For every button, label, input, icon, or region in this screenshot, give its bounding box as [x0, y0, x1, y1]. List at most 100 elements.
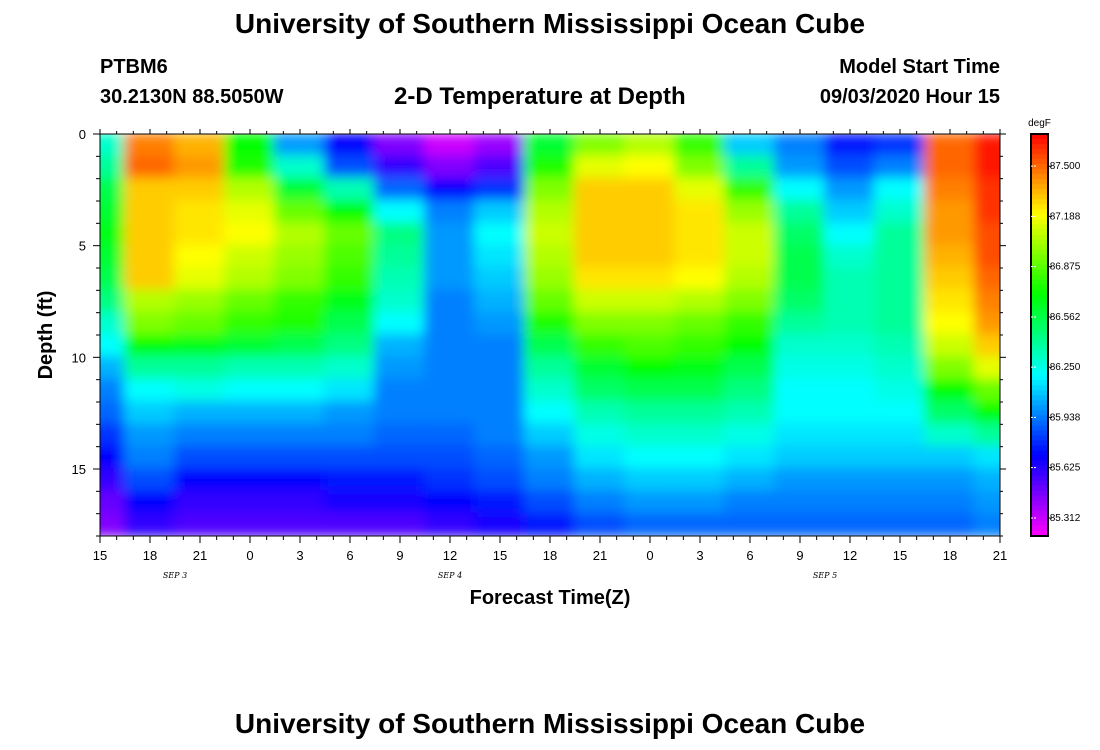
heatmap-cell — [474, 490, 526, 515]
colorbar-label: 86.562 — [1050, 312, 1081, 323]
station-id: PTBM6 — [100, 56, 168, 78]
colorbar-swatch — [1031, 515, 1048, 522]
model-start-label: Model Start Time — [839, 56, 1000, 78]
heatmap-cell — [674, 244, 726, 269]
colorbar-swatch — [1031, 350, 1048, 356]
heatmap-cell — [774, 468, 826, 493]
heatmap-cell — [524, 423, 576, 448]
colorbar-swatch — [1031, 139, 1048, 145]
heatmap-cell — [124, 200, 176, 225]
x-tick-label: 3 — [296, 548, 303, 563]
colorbar-swatch — [1031, 279, 1048, 286]
heatmap-cell — [524, 200, 576, 225]
colorbar-swatch — [1031, 319, 1048, 326]
heatmap-cell — [474, 423, 526, 448]
heatmap-cell — [374, 512, 426, 536]
colorbar-label: 86.250 — [1050, 362, 1081, 373]
colorbar-swatch — [1031, 259, 1048, 266]
colorbar-label: 85.625 — [1050, 463, 1081, 474]
heatmap-cell — [524, 445, 576, 470]
heatmap-cell — [474, 311, 526, 336]
x-tick-label: 9 — [396, 548, 403, 563]
heatmap-cell — [824, 177, 876, 202]
heatmap-cell — [574, 177, 626, 202]
colorbar-swatch — [1031, 214, 1048, 221]
heatmap-cell — [674, 200, 726, 225]
heatmap-cell — [100, 401, 126, 426]
heatmap-cell — [424, 378, 476, 403]
colorbar-swatch — [1031, 390, 1048, 396]
heatmap-cell — [274, 267, 326, 292]
y-axis: 0 5 10 15 — [72, 127, 1006, 537]
heatmap-cell — [474, 356, 526, 381]
heatmap-cell — [724, 177, 776, 202]
x-tick-label: 12 — [443, 548, 457, 563]
colorbar-swatch — [1031, 380, 1048, 386]
heatmap-cell — [874, 134, 926, 158]
heatmap-cell — [424, 356, 476, 381]
heatmap-cell — [174, 177, 226, 202]
heatmap-cell — [124, 401, 176, 426]
heatmap-cell — [274, 222, 326, 247]
heatmap-cell — [674, 177, 726, 202]
heatmap-cell — [574, 378, 626, 403]
heatmap-cell — [374, 222, 426, 247]
heatmap-cell — [100, 512, 126, 536]
heatmap-cell — [974, 134, 1000, 158]
heatmap-cell — [774, 401, 826, 426]
colorbar-label: 85.312 — [1050, 513, 1081, 524]
heatmap-cell — [774, 356, 826, 381]
heatmap-cell — [724, 401, 776, 426]
colorbar-swatch — [1031, 164, 1048, 170]
heatmap-cell — [424, 423, 476, 448]
heatmap-cell — [574, 512, 626, 536]
heatmap-cell — [424, 289, 476, 314]
heatmap-cell — [374, 289, 426, 314]
heatmap-cell — [100, 177, 126, 202]
heatmap-cell — [324, 289, 376, 314]
colorbar-swatch — [1031, 249, 1048, 256]
heatmap-cell — [424, 177, 476, 202]
heatmap-cell — [174, 468, 226, 493]
heatmap-cell — [324, 222, 376, 247]
heatmap-cell — [374, 200, 426, 225]
heatmap-cell — [124, 468, 176, 493]
x-tick-label: 3 — [696, 548, 703, 563]
heatmap-cell — [524, 244, 576, 269]
heatmap-cell — [274, 468, 326, 493]
heatmap-cell — [274, 378, 326, 403]
page-title: University of Southern Mississippi Ocean… — [234, 8, 866, 39]
heatmap-cell — [674, 155, 726, 180]
colorbar-swatch — [1031, 520, 1048, 527]
heatmap-cell — [574, 222, 626, 247]
heatmap-cell — [124, 356, 176, 381]
heatmap-cell — [774, 200, 826, 225]
colorbar-swatch — [1031, 299, 1048, 306]
heatmap-cell — [624, 512, 676, 536]
heatmap-cell — [524, 490, 576, 515]
colorbar-swatch — [1031, 505, 1048, 512]
heatmap-cell — [724, 155, 776, 180]
heatmap-cell — [224, 222, 276, 247]
heatmap-cell — [374, 177, 426, 202]
heatmap-cell — [224, 155, 276, 180]
heatmap-cell — [674, 423, 726, 448]
heatmap-cell — [624, 334, 676, 359]
heatmap-cell — [274, 244, 326, 269]
colorbar-swatch — [1031, 174, 1048, 180]
heatmap-cell — [324, 468, 376, 493]
heatmap-cell — [724, 334, 776, 359]
heatmap-cell — [624, 200, 676, 225]
heatmap-cell — [224, 267, 276, 292]
heatmap-cell — [374, 490, 426, 515]
heatmap-cell — [324, 200, 376, 225]
heatmap-cell — [424, 334, 476, 359]
heatmap-cell — [324, 356, 376, 381]
colorbar-swatch — [1031, 490, 1048, 497]
heatmap-cell — [574, 244, 626, 269]
x-axis: 15 18 21 0 3 6 9 12 15 18 21 0 3 6 9 12 15 18 21 SEP 3 SEP 4… — [93, 129, 1007, 580]
heatmap-cell — [374, 244, 426, 269]
colorbar-swatch — [1031, 179, 1048, 185]
heatmap-cell — [924, 445, 976, 470]
heatmap-cell — [574, 267, 626, 292]
